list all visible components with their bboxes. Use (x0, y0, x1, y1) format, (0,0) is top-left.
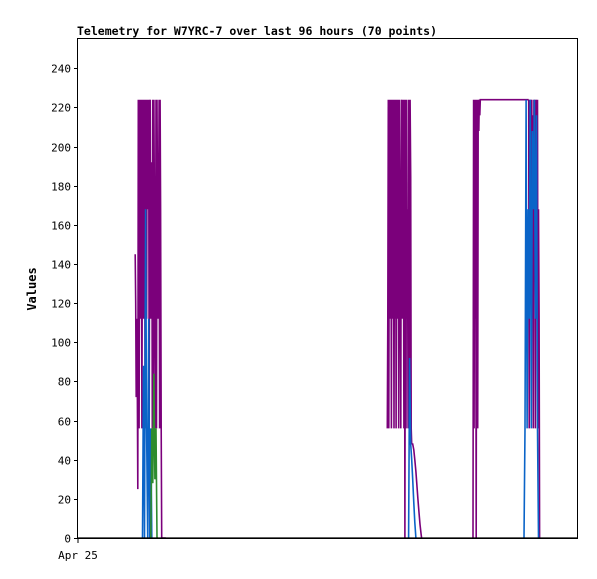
y-tick-label: 160 (51, 220, 71, 233)
y-tick-label: 120 (51, 298, 71, 311)
y-tick-label: 200 (51, 142, 71, 155)
x-tick-label: Apr 25 (58, 549, 98, 562)
y-tick-label: 220 (51, 102, 71, 115)
y-tick-label: 100 (51, 337, 71, 350)
y-tick-label: 180 (51, 181, 71, 194)
series-layer (78, 98, 577, 539)
series-line-purple (472, 98, 529, 539)
y-axis-label: Values (25, 267, 39, 310)
y-tick-label: 80 (58, 376, 71, 389)
series-line-blue (407, 357, 417, 539)
series-line-purple (386, 99, 413, 539)
series-line-blue (523, 99, 540, 539)
y-axis-ticks: 0 20 40 60 80 100 120 140 160 180 200 220 240 (51, 63, 78, 546)
y-tick-label: 20 (58, 494, 71, 507)
y-tick-label: 40 (58, 455, 71, 468)
chart-title: Telemetry for W7YRC-7 over last 96 hours… (77, 24, 437, 38)
y-tick-label: 60 (58, 416, 71, 429)
series-line-purple (411, 443, 423, 539)
series-line-purple (134, 99, 166, 539)
plot-frame (77, 38, 578, 539)
y-tick-label: 240 (51, 63, 71, 76)
y-tick-label: 0 (64, 533, 71, 546)
y-tick-label: 140 (51, 259, 71, 272)
series-line-green (150, 373, 158, 539)
series-line-blue (141, 209, 153, 539)
